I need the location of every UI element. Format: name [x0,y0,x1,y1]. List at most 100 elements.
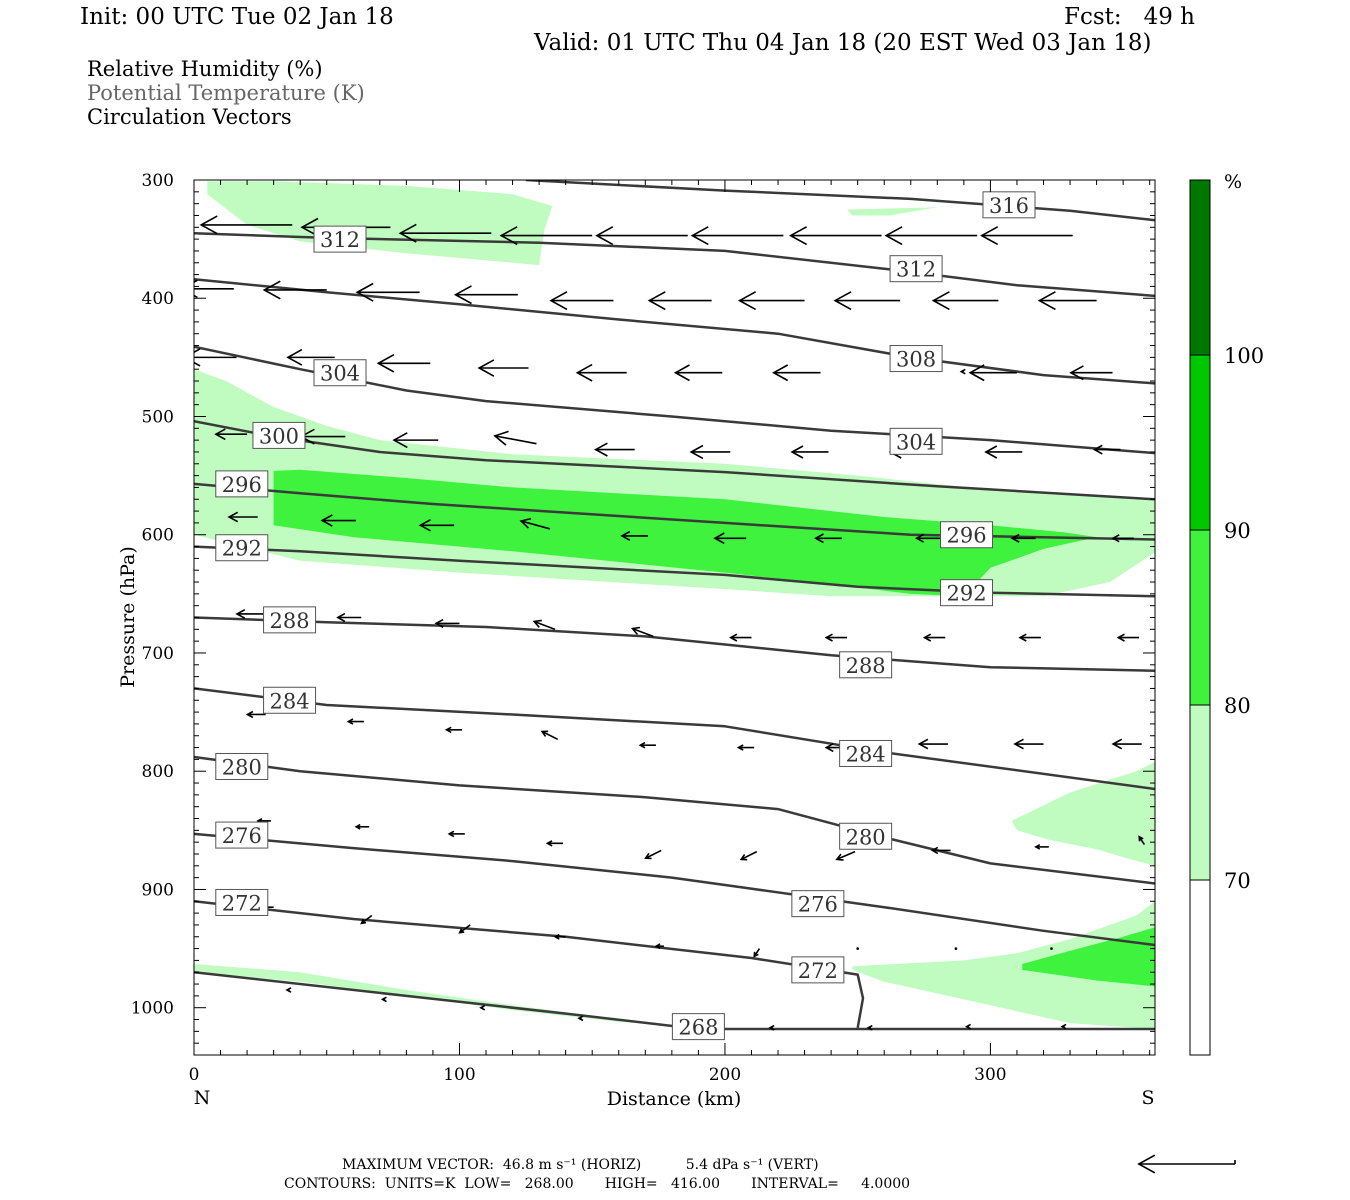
y-tick-label-500: 500 [142,407,174,427]
x-tick-label-300: 300 [974,1065,1006,1085]
theta-label-276-1: 276 [791,890,845,918]
circulation-vector-55 [729,633,752,642]
circulation-vector-64 [638,741,656,749]
y-tick-label-900: 900 [142,880,174,900]
theta-label-300-0: 300 [252,421,306,449]
circulation-vector-12 [355,282,420,302]
svg-text:284: 284 [270,689,310,713]
circulation-vector-87 [954,947,958,950]
rh-region-80-4 [1022,927,1155,987]
rh-region-70-5 [194,964,672,1026]
circulation-vector-51 [336,612,362,623]
circulation-vector-32 [392,432,439,449]
svg-text:296: 296 [946,524,986,548]
y-tick-label-600: 600 [142,526,174,546]
circulation-vector-94 [866,1024,873,1031]
circulation-vector-59 [1116,633,1140,642]
svg-text:276: 276 [222,824,262,848]
theta-label-296-1: 296 [940,521,994,549]
svg-text:316: 316 [989,194,1029,218]
rh-region-70-6 [1011,761,1155,866]
circulation-vector-11 [262,280,327,300]
circulation-vector-61 [346,718,364,725]
circulation-vector-18 [931,291,999,311]
circulation-vector-90 [380,996,387,1003]
svg-text:312: 312 [320,228,360,252]
circulation-vector-68 [1013,738,1044,750]
circulation-vector-22 [376,353,431,373]
svg-text:280: 280 [222,755,262,779]
svg-text:312: 312 [896,258,936,282]
circulation-vector-92 [577,1015,584,1022]
colorbar-segment-2 [1190,530,1210,705]
circulation-vector-38 [984,445,1023,459]
circulation-vector-76 [835,850,856,861]
circulation-vector-36 [790,445,829,459]
y-tick-label-1000: 1000 [131,999,174,1019]
circulation-vector-25 [673,364,723,382]
circulation-vector-89 [285,987,292,993]
colorbar-label-90: 90 [1224,519,1251,543]
circulation-vector-48 [1010,533,1036,543]
circulation-vector-49 [1111,534,1134,543]
circulation-vector-39 [1092,444,1121,455]
svg-text:304: 304 [320,362,360,386]
svg-text:276: 276 [798,893,838,917]
circulation-vector-4 [499,226,593,246]
circulation-vector-93 [768,1024,775,1031]
circulation-vector-73 [545,840,564,847]
x-axis-label: Distance (km) [607,1088,742,1110]
y-tick-label-400: 400 [142,289,174,309]
theta-label-296-0: 296 [215,470,269,498]
legend-relative-humidity: Relative Humidity (%) [87,57,323,81]
circulation-vector-14 [549,291,614,311]
svg-text:280: 280 [846,825,886,849]
circulation-vector-33 [493,430,537,446]
circulation-vector-24 [575,363,627,382]
forecast-hour: Fcst: 49 h [1064,4,1195,30]
theta-label-304-1: 304 [889,427,943,455]
circulation-vector-34 [594,442,635,457]
circulation-vector-21 [286,348,335,366]
circulation-vector-84 [654,943,664,950]
theta-label-284-1: 284 [839,739,893,767]
theta-label-316-0: 316 [982,191,1036,219]
theta-label-276-0: 276 [215,821,269,849]
theta-label-292-1: 292 [940,579,994,607]
theta-label-272-0: 272 [215,888,269,916]
theta-label-288-1: 288 [839,651,893,679]
svg-text:300: 300 [259,424,299,448]
y-tick-label-800: 800 [142,762,174,782]
circulation-vector-8 [884,226,978,246]
theta-contour-272 [194,900,865,1029]
circulation-vector-6 [690,226,784,246]
circulation-vector-56 [824,633,848,642]
valid-time: Valid: 01 UTC Thu 04 Jan 18 (20 EST Wed … [534,30,1152,56]
rh-region-70-3 [852,901,1155,1029]
circulation-vector-0 [98,216,194,234]
circulation-vector-79 [1138,835,1146,845]
circulation-vector-88 [1050,947,1053,950]
theta-label-288-0: 288 [263,606,317,634]
x-tick-label-100: 100 [443,1065,475,1085]
legend-circulation-vectors: Circulation Vectors [87,105,292,129]
circulation-vector-29 [1069,365,1113,381]
theta-contour-308 [194,278,1155,385]
svg-text:308: 308 [896,348,936,372]
colorbar-label-70: 70 [1224,869,1251,893]
svg-text:268: 268 [678,1016,718,1040]
svg-text:296: 296 [222,473,262,497]
circulation-vector-77 [930,846,951,855]
svg-text:304: 304 [896,430,936,454]
circulation-vector-3 [398,223,492,243]
svg-text:272: 272 [222,891,262,915]
theta-contour-280 [194,755,1155,885]
rh-region-70-0 [207,181,553,266]
svg-text:292: 292 [946,582,986,606]
circulation-vector-63 [540,730,559,741]
colorbar-label-100: 100 [1224,344,1264,368]
theta-label-308-0: 308 [889,345,943,373]
theta-contour-276 [194,832,1155,947]
circulation-vector-5 [595,226,688,246]
